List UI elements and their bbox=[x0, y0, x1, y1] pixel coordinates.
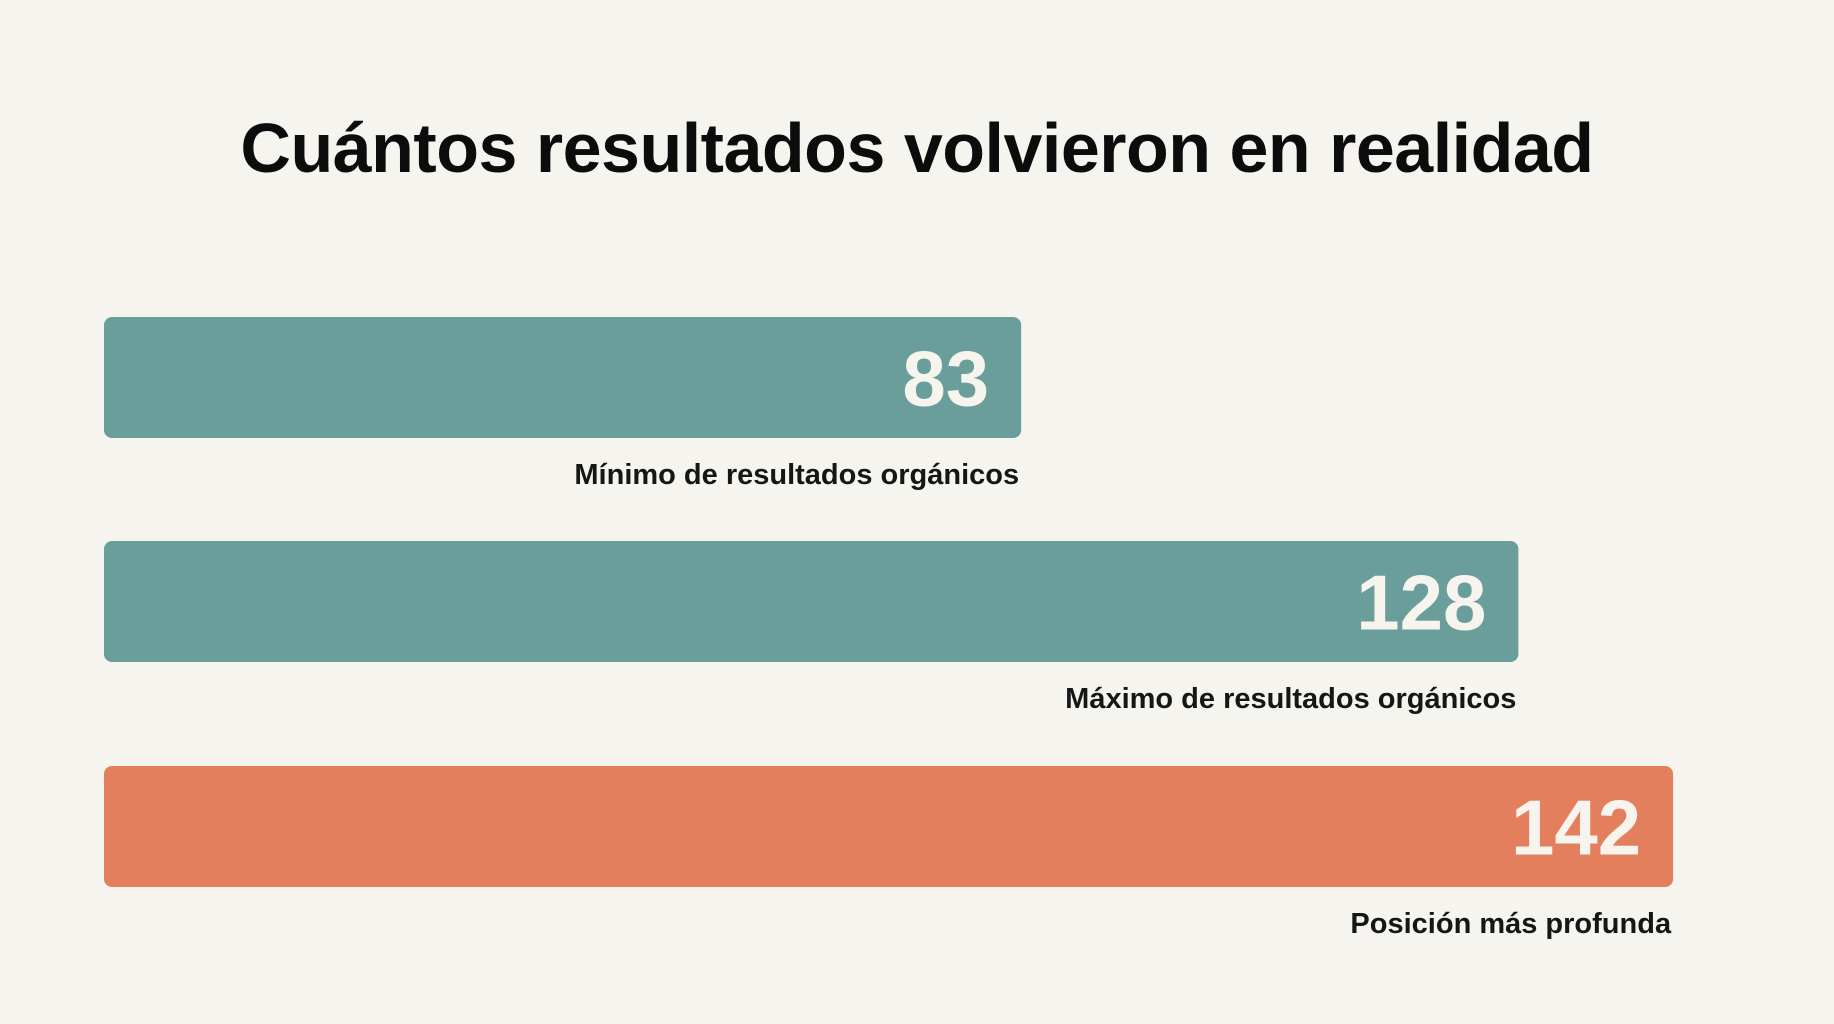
bar-label-1: Mínimo de resultados orgánicos bbox=[574, 459, 1019, 491]
bar-label-2: Máximo de resultados orgánicos bbox=[1065, 683, 1516, 715]
bar-3 bbox=[104, 766, 1674, 887]
bar-value-3: 142 bbox=[1511, 784, 1641, 872]
bar-value-2: 128 bbox=[1356, 559, 1486, 647]
bar-label-3: Posición más profunda bbox=[1350, 908, 1672, 940]
chart-title: Cuántos resultados volvieron en realidad bbox=[240, 109, 1594, 187]
bar-1 bbox=[104, 317, 1022, 438]
bar-2 bbox=[104, 541, 1519, 662]
bar-value-1: 83 bbox=[902, 335, 989, 423]
